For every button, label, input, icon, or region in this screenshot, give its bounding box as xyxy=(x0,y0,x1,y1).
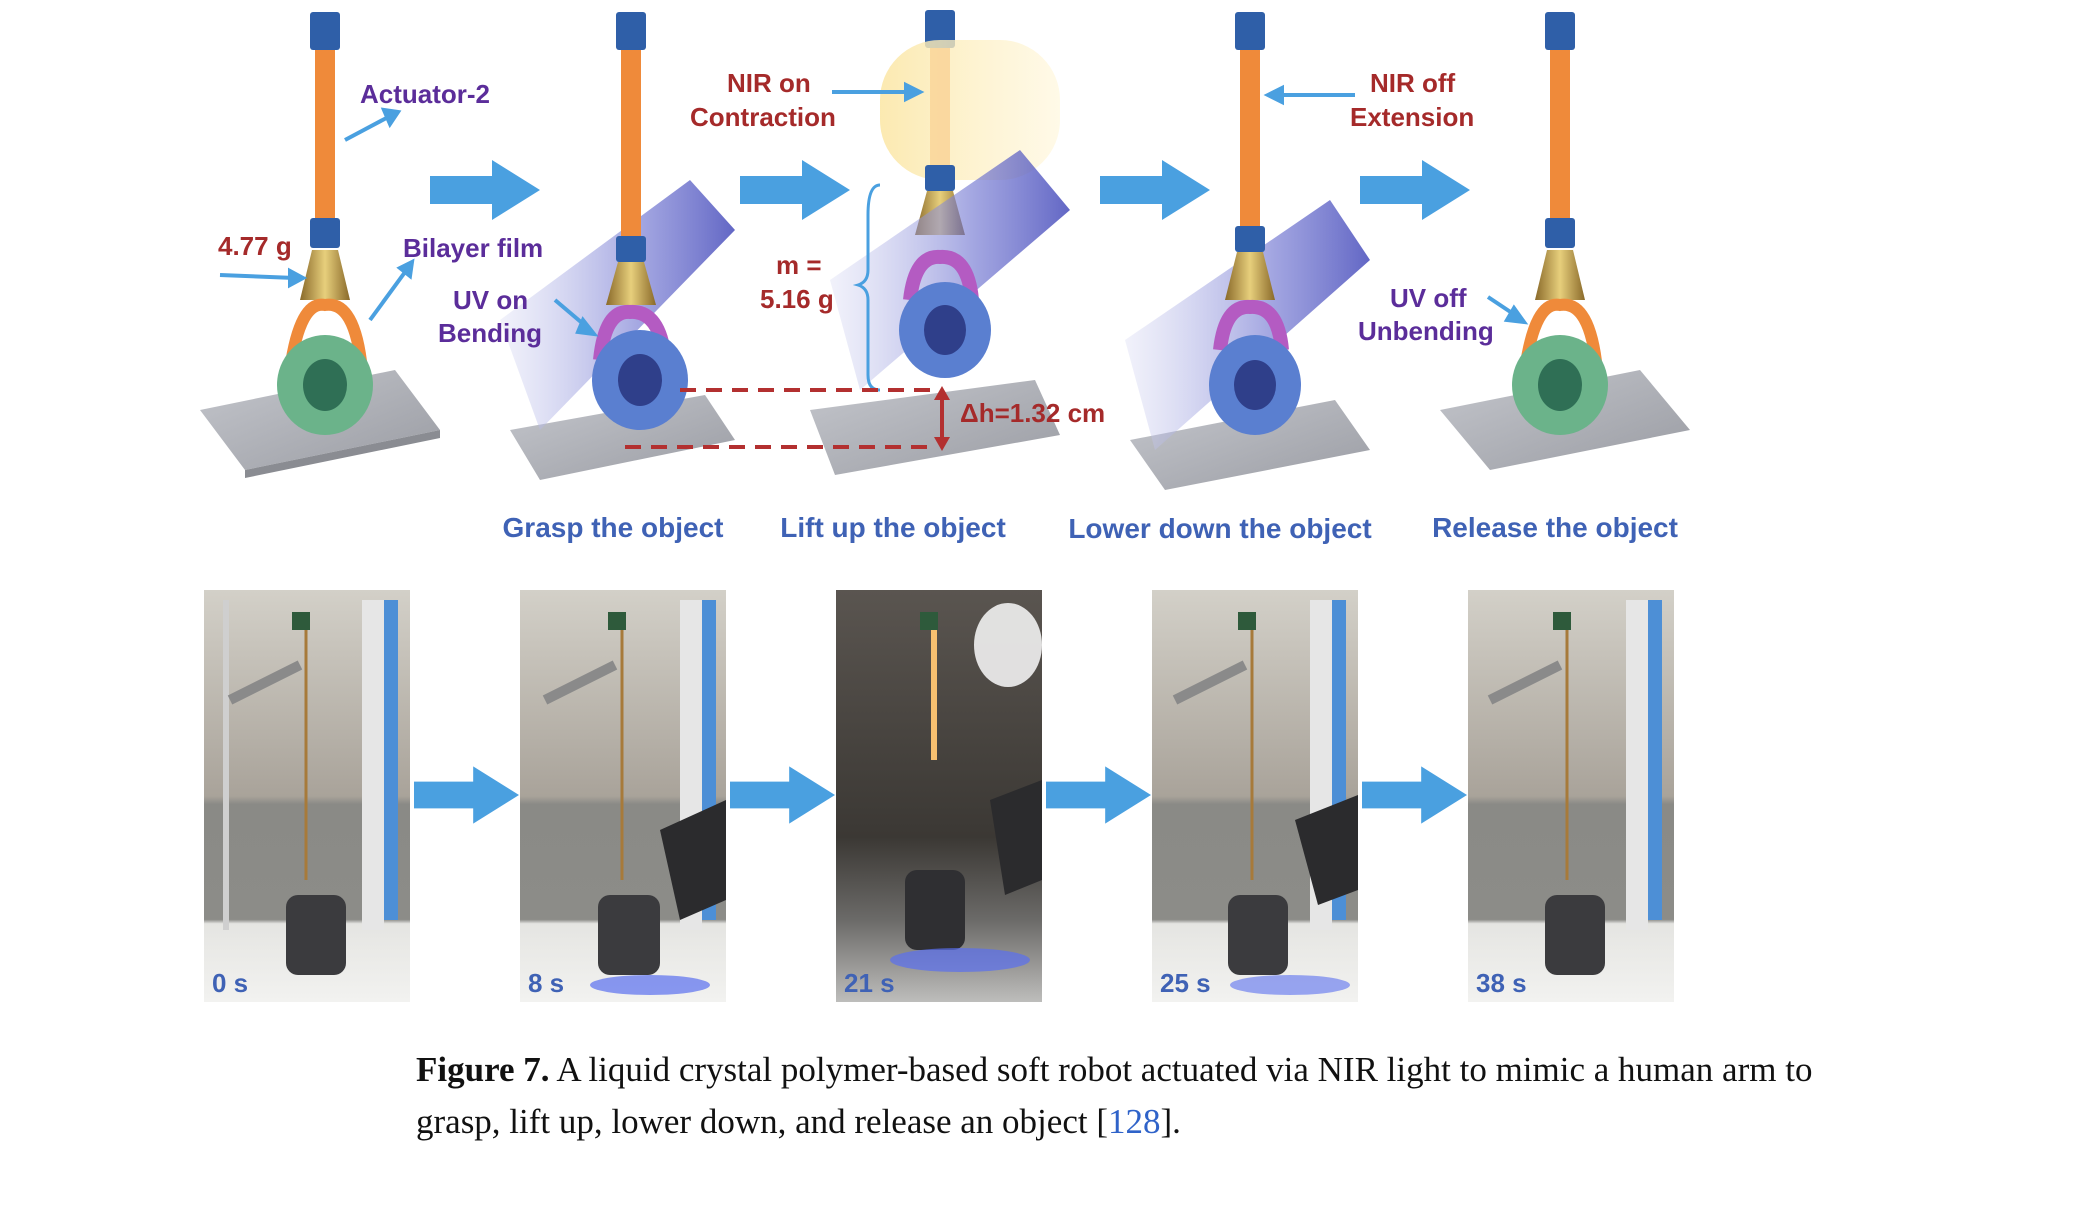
schematic-panel-initial xyxy=(200,12,440,478)
caption-text-3: ]. xyxy=(1160,1102,1181,1141)
label-mass-initial: 4.77 g xyxy=(218,231,292,261)
flow-arrow-3 xyxy=(1100,160,1210,220)
label-mass-value: 5.16 g xyxy=(760,284,834,314)
flow-arrow-photo-2 xyxy=(730,766,835,824)
pointer-arrows xyxy=(219,81,1529,337)
photo-38s: 38 s xyxy=(1468,590,1674,1002)
flow-arrow-photo-3 xyxy=(1046,766,1151,824)
label-unbending: Unbending xyxy=(1358,316,1494,346)
label-nir-on: NIR on xyxy=(727,68,811,98)
step-label-release: Release the object xyxy=(1432,512,1678,543)
schematic-panel-lift xyxy=(810,10,1070,475)
photo-0s: 0 s xyxy=(204,590,410,1002)
label-nir-off: NIR off xyxy=(1370,68,1456,98)
label-delta-h: Δh=1.32 cm xyxy=(960,398,1105,428)
citation-link[interactable]: 128 xyxy=(1108,1102,1161,1141)
photo-25s: 25 s xyxy=(1152,590,1358,1002)
label-bending: Bending xyxy=(438,318,542,348)
flow-arrow-1 xyxy=(430,160,540,220)
label-contraction: Contraction xyxy=(690,102,836,132)
figure-label: Figure 7. xyxy=(416,1050,550,1089)
flow-arrow-2 xyxy=(740,160,850,220)
flow-arrow-4 xyxy=(1360,160,1470,220)
photo-8s: 8 s xyxy=(520,590,726,1002)
schematic-panel-release xyxy=(1440,12,1690,470)
caption-line-2: grasp, lift up, lower down, and release … xyxy=(416,1096,2016,1148)
height-indicator xyxy=(625,183,950,451)
label-bilayer: Bilayer film xyxy=(403,233,543,263)
label-actuator: Actuator-2 xyxy=(360,79,490,109)
figure-caption: Figure 7. A liquid crystal polymer-based… xyxy=(416,1044,2016,1148)
flow-arrow-photo-4 xyxy=(1362,766,1467,824)
caption-text-1: A liquid crystal polymer-based soft robo… xyxy=(549,1050,1813,1089)
photo-21s: 21 s xyxy=(836,590,1042,1002)
timestamp-25s: 25 s xyxy=(1160,968,1211,998)
schematic-panel-lower xyxy=(1125,12,1370,490)
timestamp-8s: 8 s xyxy=(528,968,564,998)
label-uv-off: UV off xyxy=(1390,283,1467,313)
caption-line-1: Figure 7. A liquid crystal polymer-based… xyxy=(416,1044,2016,1096)
label-uv-on: UV on xyxy=(453,285,528,315)
schematic-panel-grasp xyxy=(500,12,735,480)
label-mass-eq: m = xyxy=(776,250,822,280)
timestamp-0s: 0 s xyxy=(212,968,248,998)
caption-text-2: grasp, lift up, lower down, and release … xyxy=(416,1102,1108,1141)
step-label-grasp: Grasp the object xyxy=(503,512,724,543)
label-extension: Extension xyxy=(1350,102,1474,132)
timestamp-38s: 38 s xyxy=(1476,968,1527,998)
timestamp-21s: 21 s xyxy=(844,968,895,998)
step-label-lower: Lower down the object xyxy=(1068,513,1371,544)
flow-arrow-photo-1 xyxy=(414,766,519,824)
step-label-lift: Lift up the object xyxy=(780,512,1006,543)
